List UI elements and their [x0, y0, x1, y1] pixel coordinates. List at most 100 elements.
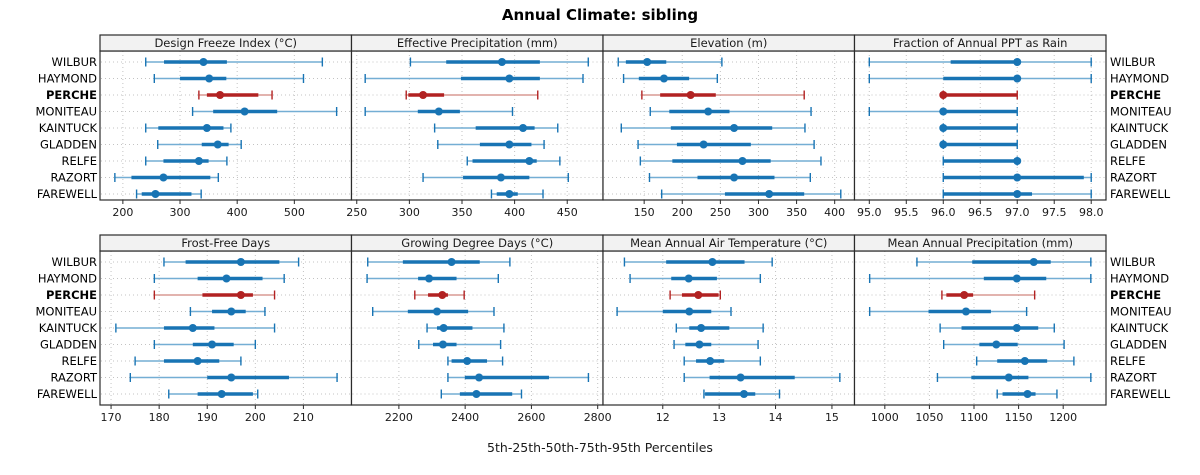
percentiles-caption: 5th-25th-50th-75th-95th Percentiles [487, 440, 713, 455]
median-dot [159, 173, 168, 182]
median-dot [438, 340, 447, 349]
median-dot [684, 274, 693, 283]
panel-6: Growing Degree Days (°C) 2200 2400 2600 2800 [350, 234, 612, 424]
median-dot [213, 140, 222, 149]
axis-tick-label: 250 [346, 206, 367, 219]
median-dot [472, 390, 481, 398]
median-dot [222, 274, 231, 283]
median-dot [236, 291, 245, 299]
median-dot [685, 307, 694, 316]
site-label-left-moniteau: MONITEAU [35, 305, 97, 319]
median-dot [739, 390, 748, 398]
median-dot [730, 173, 739, 182]
panel-strip-label: Effective Precipitation (mm) [397, 36, 558, 50]
axis-tick-label: 450 [557, 206, 578, 219]
site-label-left-gladden: GLADDEN [40, 338, 97, 352]
panel-3: Elevation (m) 150 200 250 300 350 400 [602, 34, 856, 219]
panel-data [364, 57, 589, 199]
median-dot [699, 140, 708, 149]
site-label-right-relfe: RELFE [1110, 154, 1146, 168]
site-label-right-moniteau: MONITEAU [1110, 105, 1172, 119]
median-dot [425, 274, 434, 283]
axis-tick-label: 400 [227, 206, 248, 219]
chart-title: Annual Climate: sibling [501, 6, 699, 24]
site-label-right-perche: PERCHE [1110, 288, 1161, 302]
axis-tick-label: 210 [293, 411, 314, 424]
axis-tick-label: 150 [634, 206, 655, 219]
median-dot [519, 124, 528, 132]
median-dot [1013, 173, 1022, 182]
site-label-left-relfe: RELFE [61, 354, 97, 368]
axis-tick-label: 400 [504, 206, 525, 219]
axis-tick-label: 1000 [871, 411, 899, 424]
panel-strip [853, 234, 1107, 252]
panel-strip-label: Mean Annual Air Temperature (°C) [630, 236, 827, 250]
site-label-right-razort: RAZORT [1110, 371, 1157, 385]
panel-2: Effective Precipitation (mm) 250 300 350 400… [346, 34, 604, 219]
axis-tick-label: 98.0 [1079, 206, 1104, 219]
axis-tick-label: 2800 [584, 411, 612, 424]
site-label-left-haymond: HAYMOND [38, 72, 97, 86]
site-label-right-wilbur: WILBUR [1110, 55, 1155, 69]
median-dot [939, 140, 948, 149]
median-dot [432, 307, 441, 316]
panel-8: Mean Annual Precipitation (mm) 1000 1050 11… [853, 234, 1107, 424]
median-dot [463, 357, 472, 365]
axis-tick-label: 13 [712, 411, 726, 424]
panel-data [868, 257, 1092, 399]
axis-tick-label: 200 [672, 206, 693, 219]
median-dot [497, 58, 506, 66]
median-dot [194, 157, 203, 165]
panel-background [351, 51, 603, 200]
site-label-right-farewell: FAREWELL [1110, 387, 1171, 401]
axis-tick-label: 12 [656, 411, 670, 424]
site-label-right-kaintuck: KAINTUCK [1110, 321, 1169, 335]
median-dot [419, 91, 428, 99]
axis-tick-label: 95.0 [857, 206, 882, 219]
median-dot [1020, 357, 1029, 365]
axis-tick-label: 300 [748, 206, 769, 219]
median-dot [202, 124, 211, 132]
median-dot [643, 58, 652, 66]
median-dot [188, 324, 197, 332]
axis-tick-label: 200 [112, 206, 133, 219]
site-label-right-perche: PERCHE [1110, 88, 1161, 102]
axis-tick-label: 190 [197, 411, 218, 424]
median-dot [1029, 258, 1038, 266]
axis-tick-label: 350 [786, 206, 807, 219]
median-dot [697, 324, 706, 332]
axis-tick-label: 300 [399, 206, 420, 219]
site-label-left-razort: RAZORT [51, 171, 98, 185]
site-label-left-farewell: FAREWELL [37, 187, 98, 201]
median-dot [961, 307, 970, 316]
panel-strip-label: Fraction of Annual PPT as Rain [893, 36, 1067, 50]
panel-1: Design Freeze Index (°C) 200 300 400 500 [99, 34, 353, 219]
axis-tick-label: 1150 [1005, 411, 1033, 424]
site-label-right-gladden: GLADDEN [1110, 138, 1167, 152]
site-label-right-haymond: HAYMOND [1110, 72, 1169, 86]
panel-strip-label: Growing Degree Days (°C) [401, 236, 553, 250]
median-dot [730, 124, 739, 132]
median-dot [475, 373, 484, 382]
panel-data [617, 57, 842, 199]
site-label-right-razort: RAZORT [1110, 171, 1157, 185]
site-label-left-perche: PERCHE [46, 88, 97, 102]
median-dot [992, 340, 1001, 349]
median-dot [695, 340, 704, 349]
median-dot [496, 173, 505, 182]
median-dot [240, 107, 249, 116]
site-label-left-relfe: RELFE [61, 154, 97, 168]
axis-tick-label: 96.5 [968, 206, 993, 219]
median-dot [505, 74, 514, 83]
median-dot [659, 74, 668, 83]
site-label-left-perche: PERCHE [46, 288, 97, 302]
median-dot [960, 291, 969, 299]
site-label-left-kaintuck: KAINTUCK [39, 321, 98, 335]
site-label-right-haymond: HAYMOND [1110, 272, 1169, 286]
median-dot [1012, 274, 1021, 283]
median-dot [434, 107, 443, 116]
site-label-left-wilbur: WILBUR [52, 255, 97, 269]
site-label-left-kaintuck: KAINTUCK [39, 121, 98, 135]
